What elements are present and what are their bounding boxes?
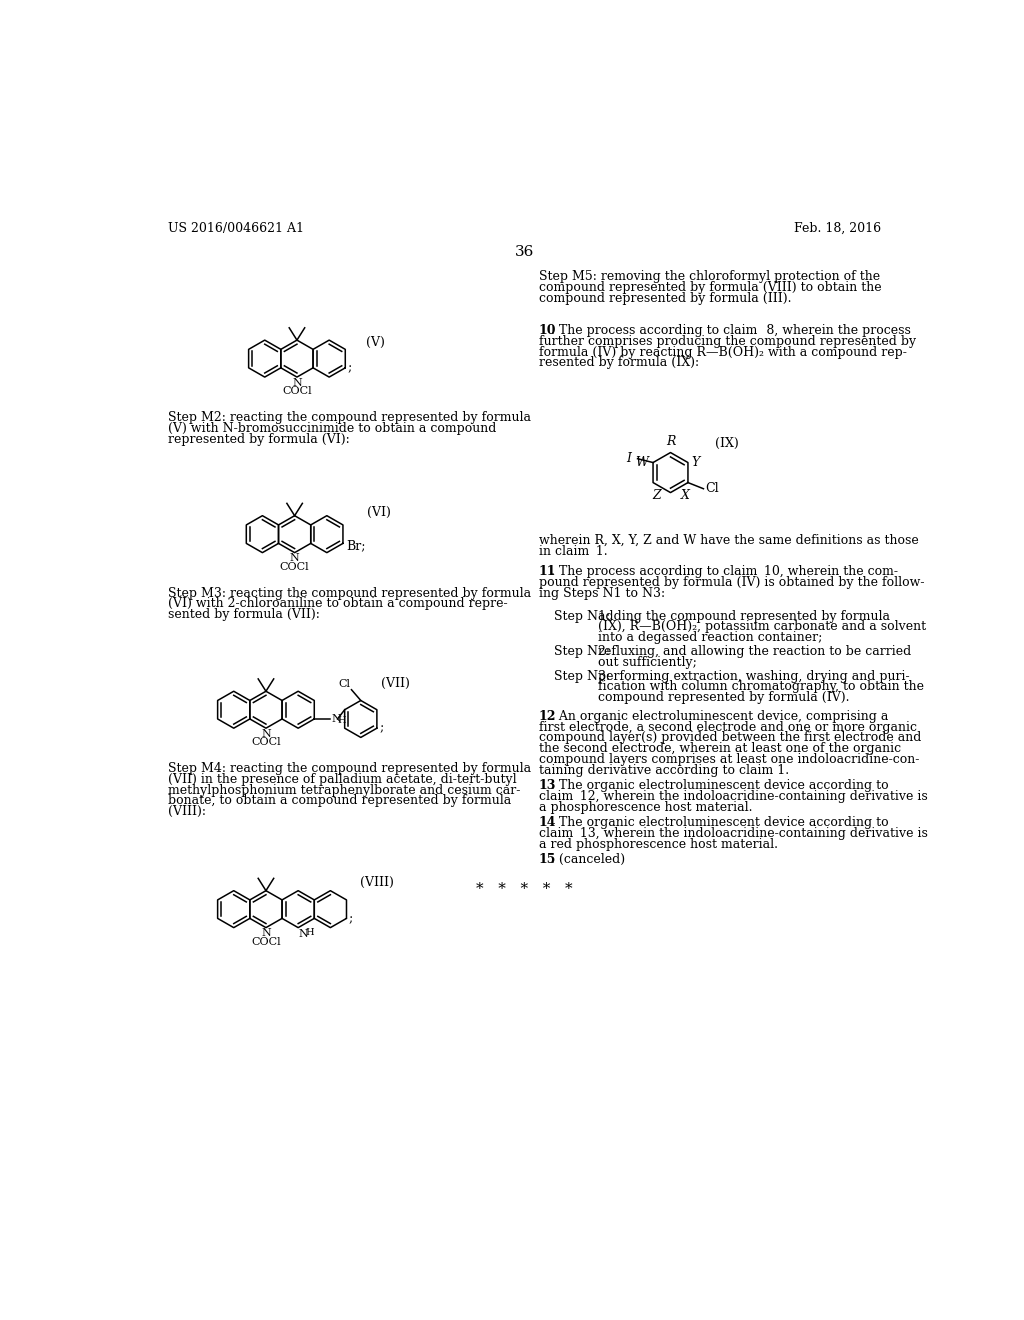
Text: R: R: [666, 434, 675, 447]
Text: a phosphorescence host material.: a phosphorescence host material.: [539, 800, 753, 813]
Text: fication with column chromatography, to obtain the: fication with column chromatography, to …: [598, 681, 924, 693]
Text: COCl: COCl: [251, 937, 281, 946]
Text: Y: Y: [692, 455, 700, 469]
Text: (IX): (IX): [715, 437, 738, 450]
Text: . An organic electroluminescent device, comprising a: . An organic electroluminescent device, …: [551, 710, 889, 723]
Text: *   *   *   *   *: * * * * *: [476, 882, 573, 896]
Text: N: N: [292, 378, 302, 388]
Text: into a degassed reaction container;: into a degassed reaction container;: [598, 631, 822, 644]
Text: I: I: [627, 453, 632, 465]
Text: compound represented by formula (III).: compound represented by formula (III).: [539, 292, 792, 305]
Text: 36: 36: [515, 244, 535, 259]
Text: 10: 10: [539, 323, 556, 337]
Text: methylphosphonium tetraphenylborate and cesium car-: methylphosphonium tetraphenylborate and …: [168, 784, 520, 797]
Text: the second electrode, wherein at least one of the organic: the second electrode, wherein at least o…: [539, 742, 901, 755]
Text: formula (IV) by reacting R—B(OH)₂ with a compound rep-: formula (IV) by reacting R—B(OH)₂ with a…: [539, 346, 906, 359]
Text: COCl: COCl: [251, 738, 281, 747]
Text: represented by formula (VI):: represented by formula (VI):: [168, 433, 350, 446]
Text: Br;: Br;: [346, 539, 366, 552]
Text: bonate, to obtain a compound represented by formula: bonate, to obtain a compound represented…: [168, 795, 512, 808]
Text: . The process according to claim  10, wherein the com-: . The process according to claim 10, whe…: [551, 565, 898, 578]
Text: in claim  1.: in claim 1.: [539, 545, 607, 558]
Text: Feb. 18, 2016: Feb. 18, 2016: [795, 222, 882, 235]
Text: (IX), R—B(OH)₂, potassium carbonate and a solvent: (IX), R—B(OH)₂, potassium carbonate and …: [598, 620, 926, 634]
Text: (VII): (VII): [381, 676, 410, 689]
Text: taining derivative according to claim 1.: taining derivative according to claim 1.: [539, 763, 788, 776]
Text: pound represented by formula (IV) is obtained by the follow-: pound represented by formula (IV) is obt…: [539, 576, 925, 589]
Text: (VIII):: (VIII):: [168, 805, 206, 818]
Text: X: X: [680, 488, 689, 502]
Text: (VII) in the presence of palladium acetate, di-tert-butyl: (VII) in the presence of palladium aceta…: [168, 774, 517, 785]
Text: H: H: [338, 715, 346, 725]
Text: ;: ;: [349, 912, 353, 925]
Text: resented by formula (IX):: resented by formula (IX):: [539, 356, 698, 370]
Text: ;: ;: [347, 362, 352, 375]
Text: (V) with N-bromosuccinimide to obtain a compound: (V) with N-bromosuccinimide to obtain a …: [168, 422, 497, 434]
Text: N: N: [261, 729, 270, 739]
Text: sented by formula (VII):: sented by formula (VII):: [168, 609, 321, 622]
Text: Step M3: reacting the compound represented by formula: Step M3: reacting the compound represent…: [168, 586, 531, 599]
Text: (VI): (VI): [367, 507, 390, 520]
Text: N: N: [299, 929, 308, 939]
Text: N: N: [261, 928, 270, 939]
Text: compound represented by formula (VIII) to obtain the: compound represented by formula (VIII) t…: [539, 281, 882, 294]
Text: Z: Z: [652, 488, 660, 502]
Text: Step M2: reacting the compound represented by formula: Step M2: reacting the compound represent…: [168, 411, 531, 424]
Text: COCl: COCl: [283, 387, 311, 396]
Text: (VI) with 2-chloroaniline to obtain a compound repre-: (VI) with 2-chloroaniline to obtain a co…: [168, 597, 508, 610]
Text: Step N3:: Step N3:: [554, 669, 610, 682]
Text: 13: 13: [539, 779, 556, 792]
Text: . The process according to claim   8, wherein the process: . The process according to claim 8, wher…: [551, 323, 911, 337]
Text: 12: 12: [539, 710, 556, 723]
Text: first electrode, a second electrode and one or more organic: first electrode, a second electrode and …: [539, 721, 916, 734]
Text: 15: 15: [539, 853, 556, 866]
Text: COCl: COCl: [280, 562, 309, 572]
Text: Cl: Cl: [338, 678, 350, 689]
Text: a red phosphorescence host material.: a red phosphorescence host material.: [539, 837, 778, 850]
Text: Cl: Cl: [705, 482, 719, 495]
Text: Step N2:: Step N2:: [554, 645, 610, 659]
Text: (VIII): (VIII): [360, 876, 394, 888]
Text: compound layer(s) provided between the first electrode and: compound layer(s) provided between the f…: [539, 731, 922, 744]
Text: N: N: [290, 553, 299, 564]
Text: compound layers comprises at least one indoloacridine-con-: compound layers comprises at least one i…: [539, 752, 920, 766]
Text: Step M5: removing the chloroformyl protection of the: Step M5: removing the chloroformyl prote…: [539, 271, 880, 282]
Text: refluxing, and allowing the reaction to be carried: refluxing, and allowing the reaction to …: [598, 645, 911, 659]
Text: compound represented by formula (IV).: compound represented by formula (IV).: [598, 692, 849, 705]
Text: adding the compound represented by formula: adding the compound represented by formu…: [598, 610, 890, 623]
Text: US 2016/0046621 A1: US 2016/0046621 A1: [168, 222, 304, 235]
Text: . The organic electroluminescent device according to: . The organic electroluminescent device …: [551, 779, 889, 792]
Text: ing Steps N1 to N3:: ing Steps N1 to N3:: [539, 586, 665, 599]
Text: W: W: [636, 455, 648, 469]
Text: Step N1:: Step N1:: [554, 610, 610, 623]
Text: 11: 11: [539, 565, 556, 578]
Text: out sufficiently;: out sufficiently;: [598, 656, 696, 669]
Text: Step M4: reacting the compound represented by formula: Step M4: reacting the compound represent…: [168, 762, 531, 775]
Text: wherein R, X, Y, Z and W have the same definitions as those: wherein R, X, Y, Z and W have the same d…: [539, 535, 919, 548]
Text: . (canceled): . (canceled): [551, 853, 626, 866]
Text: . The organic electroluminescent device according to: . The organic electroluminescent device …: [551, 816, 889, 829]
Text: claim  12, wherein the indoloacridine-containing derivative is: claim 12, wherein the indoloacridine-con…: [539, 789, 928, 803]
Text: H: H: [305, 928, 313, 937]
Text: further comprises producing the compound represented by: further comprises producing the compound…: [539, 335, 915, 347]
Text: performing extraction, washing, drying and puri-: performing extraction, washing, drying a…: [598, 669, 909, 682]
Text: (V): (V): [367, 337, 385, 350]
Text: N: N: [332, 714, 341, 723]
Text: claim  13, wherein the indoloacridine-containing derivative is: claim 13, wherein the indoloacridine-con…: [539, 826, 928, 840]
Text: ;: ;: [379, 722, 383, 735]
Text: 14: 14: [539, 816, 556, 829]
